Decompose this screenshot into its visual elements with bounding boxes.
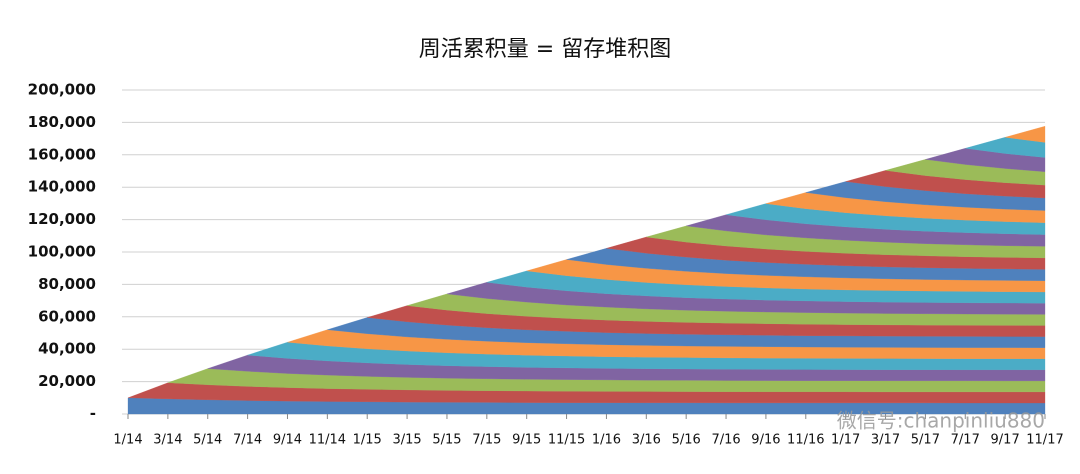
watermark: 微信号:chanpinliu880 — [837, 409, 1045, 433]
x-tick-label: 5/16 — [672, 433, 701, 448]
x-tick-label: 3/14 — [153, 433, 182, 448]
x-tick-label: 9/17 — [991, 433, 1020, 448]
x-tick-label: 5/17 — [911, 433, 940, 448]
x-tick-label: 1/15 — [353, 433, 382, 448]
x-tick-label: 7/16 — [711, 433, 740, 448]
y-tick-label: 200,000 — [28, 81, 96, 99]
y-tick-label: 80,000 — [38, 275, 96, 293]
y-tick-label: 160,000 — [28, 145, 96, 163]
y-tick-label: 120,000 — [28, 210, 96, 228]
x-tick-label: 11/14 — [309, 433, 346, 448]
x-tick-label: 5/15 — [432, 433, 461, 448]
x-tick-label: 1/16 — [592, 433, 621, 448]
y-tick-label: 140,000 — [28, 178, 96, 196]
x-tick-label: 9/16 — [751, 433, 780, 448]
x-tick-label: 7/15 — [472, 433, 501, 448]
x-tick-label: 11/15 — [548, 433, 585, 448]
area — [1005, 126, 1046, 143]
area — [965, 137, 1046, 158]
y-tick-label: 20,000 — [38, 372, 96, 390]
x-tick-label: 11/16 — [787, 433, 824, 448]
x-tick-label: 7/14 — [233, 433, 262, 448]
x-tick-label: 1/17 — [831, 433, 860, 448]
y-tick-label: 180,000 — [28, 113, 96, 131]
x-tick-label: 3/16 — [632, 433, 661, 448]
x-tick-label: 1/14 — [113, 433, 142, 448]
x-tick-label: 11/17 — [1026, 433, 1063, 448]
y-tick-label: - — [90, 405, 96, 423]
x-tick-label: 3/15 — [392, 433, 421, 448]
y-tick-label: 60,000 — [38, 307, 96, 325]
y-tick-label: 100,000 — [28, 243, 96, 261]
x-tick-label: 5/14 — [193, 433, 222, 448]
x-tick-label: 9/14 — [273, 433, 302, 448]
x-tick-label: 7/17 — [951, 433, 980, 448]
chart-title: 周活累积量 = 留存堆积图 — [419, 37, 671, 62]
x-tick-label: 3/17 — [871, 433, 900, 448]
y-tick-label: 40,000 — [38, 340, 96, 358]
x-tick-label: 9/15 — [512, 433, 541, 448]
